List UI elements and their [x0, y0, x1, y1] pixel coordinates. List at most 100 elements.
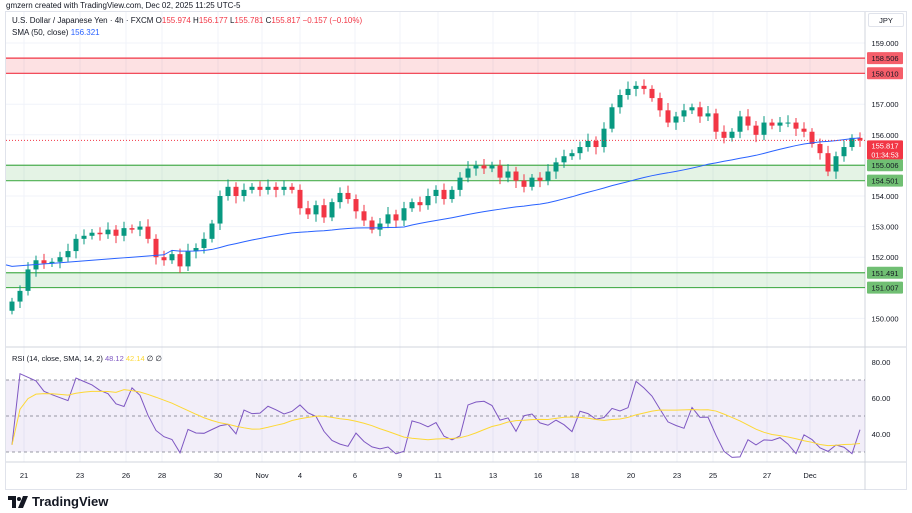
rsi-sma-value: 42.14	[125, 354, 145, 363]
candle	[297, 189, 303, 209]
rsi-legend: RSI (14, close, SMA, 14, 2) 48.12 42.14 …	[12, 354, 162, 363]
candle	[209, 223, 215, 239]
time-tick: 13	[489, 471, 497, 480]
candle	[505, 171, 511, 178]
tradingview-logo: TradingView	[8, 494, 108, 509]
chart-credit: gmzern created with TradingView.com, Dec…	[6, 1, 241, 10]
level-label-bg	[867, 281, 903, 294]
level-zone	[6, 165, 865, 181]
candle	[289, 186, 295, 190]
time-tick: 25	[709, 471, 717, 480]
candle	[305, 208, 311, 215]
price-tick: 152.000	[871, 253, 898, 262]
candle	[641, 85, 647, 89]
tradingview-logo-icon	[8, 495, 28, 508]
candle	[481, 165, 487, 169]
time-tick: 6	[353, 471, 357, 480]
candle	[601, 128, 607, 148]
close-value: 155.817	[271, 16, 301, 25]
candle	[425, 196, 431, 206]
candle	[249, 186, 255, 190]
candle	[633, 85, 639, 89]
candle	[657, 98, 663, 111]
candle	[433, 189, 439, 196]
currency-button[interactable]: JPY	[868, 13, 904, 27]
candle	[401, 208, 407, 221]
candle	[593, 140, 599, 148]
low-label: L	[229, 16, 235, 25]
candle	[129, 228, 135, 230]
candle	[689, 107, 695, 111]
symbol-title[interactable]: U.S. Dollar / Japanese Yen · 4h · FXCM	[12, 16, 154, 25]
candle	[257, 186, 263, 190]
candle	[785, 122, 791, 124]
rsi-extra-2: ∅	[155, 354, 162, 363]
candle	[121, 228, 127, 236]
change-value: −0.157 (−0.10%)	[302, 16, 363, 25]
level-label-bg	[867, 52, 903, 65]
candle	[65, 251, 71, 258]
time-tick: 21	[20, 471, 28, 480]
rsi-label[interactable]: RSI (14, close, SMA, 14, 2)	[12, 354, 103, 363]
candle	[345, 192, 351, 200]
low-value: 155.781	[234, 16, 264, 25]
candle	[89, 232, 95, 236]
candle	[409, 202, 415, 209]
candle	[545, 171, 551, 181]
candle	[361, 211, 367, 221]
candle	[721, 131, 727, 138]
candle	[473, 165, 479, 169]
candle	[321, 205, 327, 218]
candle	[97, 232, 103, 235]
rsi-line	[11, 372, 861, 458]
time-tick: 11	[434, 471, 442, 480]
candle	[745, 116, 751, 126]
candle	[105, 229, 111, 235]
high-label: H	[193, 16, 199, 25]
time-tick: 20	[627, 471, 635, 480]
candle	[161, 257, 167, 261]
candle	[273, 186, 279, 190]
candle	[833, 156, 839, 172]
candle	[353, 199, 359, 212]
symbol-legend: U.S. Dollar / Japanese Yen · 4h · FXCM O…	[12, 15, 362, 39]
countdown-label: 01:34:53	[871, 152, 898, 159]
time-tick: 26	[122, 471, 130, 480]
candle	[393, 214, 399, 221]
sma-label[interactable]: SMA (50, close)	[12, 28, 69, 37]
candle	[185, 251, 191, 267]
candle	[617, 95, 623, 108]
candle	[553, 162, 559, 172]
candle	[753, 125, 759, 135]
price-tick: 159.000	[871, 39, 898, 48]
candle	[769, 122, 775, 126]
rsi-sma-line	[11, 389, 861, 447]
open-value: 155.974	[161, 16, 191, 25]
candle	[313, 205, 319, 215]
last-price-label: 155.817	[871, 141, 898, 150]
last-price-label-bg	[867, 140, 903, 160]
candle	[17, 290, 23, 302]
time-tick: 16	[534, 471, 542, 480]
candle	[25, 269, 31, 291]
candle	[825, 153, 831, 172]
high-value: 156.177	[198, 16, 228, 25]
candle	[225, 186, 231, 196]
candle	[329, 202, 335, 218]
candle	[737, 116, 743, 132]
time-tick: 23	[673, 471, 681, 480]
candle	[609, 107, 615, 129]
candle	[673, 116, 679, 123]
price-tick: 156.000	[871, 131, 898, 140]
candle	[801, 128, 807, 132]
level-label: 158.010	[871, 69, 898, 78]
candle	[81, 235, 87, 239]
level-label: 158.506	[871, 54, 898, 63]
candle	[681, 110, 687, 117]
candle	[697, 107, 703, 117]
level-label-bg	[867, 159, 903, 172]
time-tick: 4	[298, 471, 302, 480]
price-tick: 153.000	[871, 223, 898, 232]
sma-value: 156.321	[70, 28, 100, 37]
